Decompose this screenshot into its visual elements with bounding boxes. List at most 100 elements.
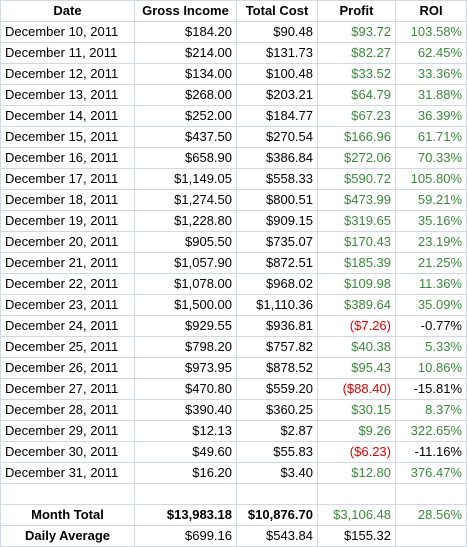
gross-income-cell[interactable]: $1,500.00 [134, 294, 237, 316]
profit-cell[interactable]: $95.43 [317, 357, 396, 379]
total-cost-cell[interactable]: $968.02 [236, 273, 318, 295]
total-cost-cell[interactable]: $735.07 [236, 231, 318, 253]
empty-cell[interactable] [395, 525, 467, 547]
date-cell[interactable]: December 16, 2011 [0, 147, 135, 169]
roi-cell[interactable]: 59.21% [395, 189, 467, 211]
total-cost-cell[interactable]: $909.15 [236, 210, 318, 232]
header-roi[interactable]: ROI [395, 0, 467, 22]
total-cost-cell[interactable]: $131.73 [236, 42, 318, 64]
gross-income-cell[interactable]: $252.00 [134, 105, 237, 127]
month-total-label[interactable]: Month Total [0, 504, 135, 526]
gross-income-cell[interactable]: $1,057.90 [134, 252, 237, 274]
profit-cell[interactable]: $272.06 [317, 147, 396, 169]
total-cost-cell[interactable]: $360.25 [236, 399, 318, 421]
gross-income-cell[interactable]: $1,274.50 [134, 189, 237, 211]
profit-cell[interactable]: $9.26 [317, 420, 396, 442]
date-cell[interactable]: December 21, 2011 [0, 252, 135, 274]
roi-cell[interactable]: 31.88% [395, 84, 467, 106]
profit-cell[interactable]: $319.65 [317, 210, 396, 232]
profit-cell[interactable]: ($7.26) [317, 315, 396, 337]
empty-cell[interactable] [0, 483, 135, 505]
roi-cell[interactable]: 11.36% [395, 273, 467, 295]
total-cost-cell[interactable]: $558.33 [236, 168, 318, 190]
roi-cell[interactable]: 33.36% [395, 63, 467, 85]
empty-cell[interactable] [317, 483, 396, 505]
header-total-cost[interactable]: Total Cost [236, 0, 318, 22]
date-cell[interactable]: December 29, 2011 [0, 420, 135, 442]
profit-cell[interactable]: $82.27 [317, 42, 396, 64]
profit-cell[interactable]: ($88.40) [317, 378, 396, 400]
date-cell[interactable]: December 10, 2011 [0, 21, 135, 43]
gross-income-cell[interactable]: $1,078.00 [134, 273, 237, 295]
month-total-roi[interactable]: 28.56% [395, 504, 467, 526]
total-cost-cell[interactable]: $757.82 [236, 336, 318, 358]
roi-cell[interactable]: -11.16% [395, 441, 467, 463]
total-cost-cell[interactable]: $3.40 [236, 462, 318, 484]
date-cell[interactable]: December 30, 2011 [0, 441, 135, 463]
gross-income-cell[interactable]: $49.60 [134, 441, 237, 463]
profit-cell[interactable]: $590.72 [317, 168, 396, 190]
daily-average-gross[interactable]: $699.16 [134, 525, 237, 547]
gross-income-cell[interactable]: $134.00 [134, 63, 237, 85]
roi-cell[interactable]: -0.77% [395, 315, 467, 337]
date-cell[interactable]: December 20, 2011 [0, 231, 135, 253]
total-cost-cell[interactable]: $872.51 [236, 252, 318, 274]
total-cost-cell[interactable]: $936.81 [236, 315, 318, 337]
profit-cell[interactable]: $67.23 [317, 105, 396, 127]
roi-cell[interactable]: 35.09% [395, 294, 467, 316]
gross-income-cell[interactable]: $268.00 [134, 84, 237, 106]
roi-cell[interactable]: 10.86% [395, 357, 467, 379]
header-gross-income[interactable]: Gross Income [134, 0, 237, 22]
daily-average-profit[interactable]: $155.32 [317, 525, 396, 547]
date-cell[interactable]: December 13, 2011 [0, 84, 135, 106]
date-cell[interactable]: December 19, 2011 [0, 210, 135, 232]
profit-cell[interactable]: $93.72 [317, 21, 396, 43]
total-cost-cell[interactable]: $1,110.36 [236, 294, 318, 316]
gross-income-cell[interactable]: $214.00 [134, 42, 237, 64]
total-cost-cell[interactable]: $100.48 [236, 63, 318, 85]
gross-income-cell[interactable]: $929.55 [134, 315, 237, 337]
gross-income-cell[interactable]: $12.13 [134, 420, 237, 442]
roi-cell[interactable]: 61.71% [395, 126, 467, 148]
gross-income-cell[interactable]: $658.90 [134, 147, 237, 169]
gross-income-cell[interactable]: $1,228.80 [134, 210, 237, 232]
profit-cell[interactable]: $64.79 [317, 84, 396, 106]
date-cell[interactable]: December 27, 2011 [0, 378, 135, 400]
gross-income-cell[interactable]: $905.50 [134, 231, 237, 253]
total-cost-cell[interactable]: $270.54 [236, 126, 318, 148]
date-cell[interactable]: December 17, 2011 [0, 168, 135, 190]
total-cost-cell[interactable]: $878.52 [236, 357, 318, 379]
date-cell[interactable]: December 31, 2011 [0, 462, 135, 484]
roi-cell[interactable]: 5.33% [395, 336, 467, 358]
roi-cell[interactable]: 322.65% [395, 420, 467, 442]
profit-cell[interactable]: $109.98 [317, 273, 396, 295]
roi-cell[interactable]: 21.25% [395, 252, 467, 274]
roi-cell[interactable]: 23.19% [395, 231, 467, 253]
roi-cell[interactable]: 35.16% [395, 210, 467, 232]
empty-cell[interactable] [134, 483, 237, 505]
total-cost-cell[interactable]: $800.51 [236, 189, 318, 211]
daily-average-label[interactable]: Daily Average [0, 525, 135, 547]
date-cell[interactable]: December 18, 2011 [0, 189, 135, 211]
roi-cell[interactable]: -15.81% [395, 378, 467, 400]
total-cost-cell[interactable]: $386.84 [236, 147, 318, 169]
date-cell[interactable]: December 23, 2011 [0, 294, 135, 316]
roi-cell[interactable]: 70.33% [395, 147, 467, 169]
profit-cell[interactable]: ($6.23) [317, 441, 396, 463]
total-cost-cell[interactable]: $90.48 [236, 21, 318, 43]
total-cost-cell[interactable]: $55.83 [236, 441, 318, 463]
total-cost-cell[interactable]: $203.21 [236, 84, 318, 106]
gross-income-cell[interactable]: $1,149.05 [134, 168, 237, 190]
roi-cell[interactable]: 376.47% [395, 462, 467, 484]
roi-cell[interactable]: 36.39% [395, 105, 467, 127]
profit-cell[interactable]: $33.52 [317, 63, 396, 85]
total-cost-cell[interactable]: $559.20 [236, 378, 318, 400]
empty-cell[interactable] [395, 483, 467, 505]
profit-cell[interactable]: $185.39 [317, 252, 396, 274]
date-cell[interactable]: December 24, 2011 [0, 315, 135, 337]
roi-cell[interactable]: 62.45% [395, 42, 467, 64]
profit-cell[interactable]: $170.43 [317, 231, 396, 253]
gross-income-cell[interactable]: $470.80 [134, 378, 237, 400]
gross-income-cell[interactable]: $798.20 [134, 336, 237, 358]
date-cell[interactable]: December 14, 2011 [0, 105, 135, 127]
